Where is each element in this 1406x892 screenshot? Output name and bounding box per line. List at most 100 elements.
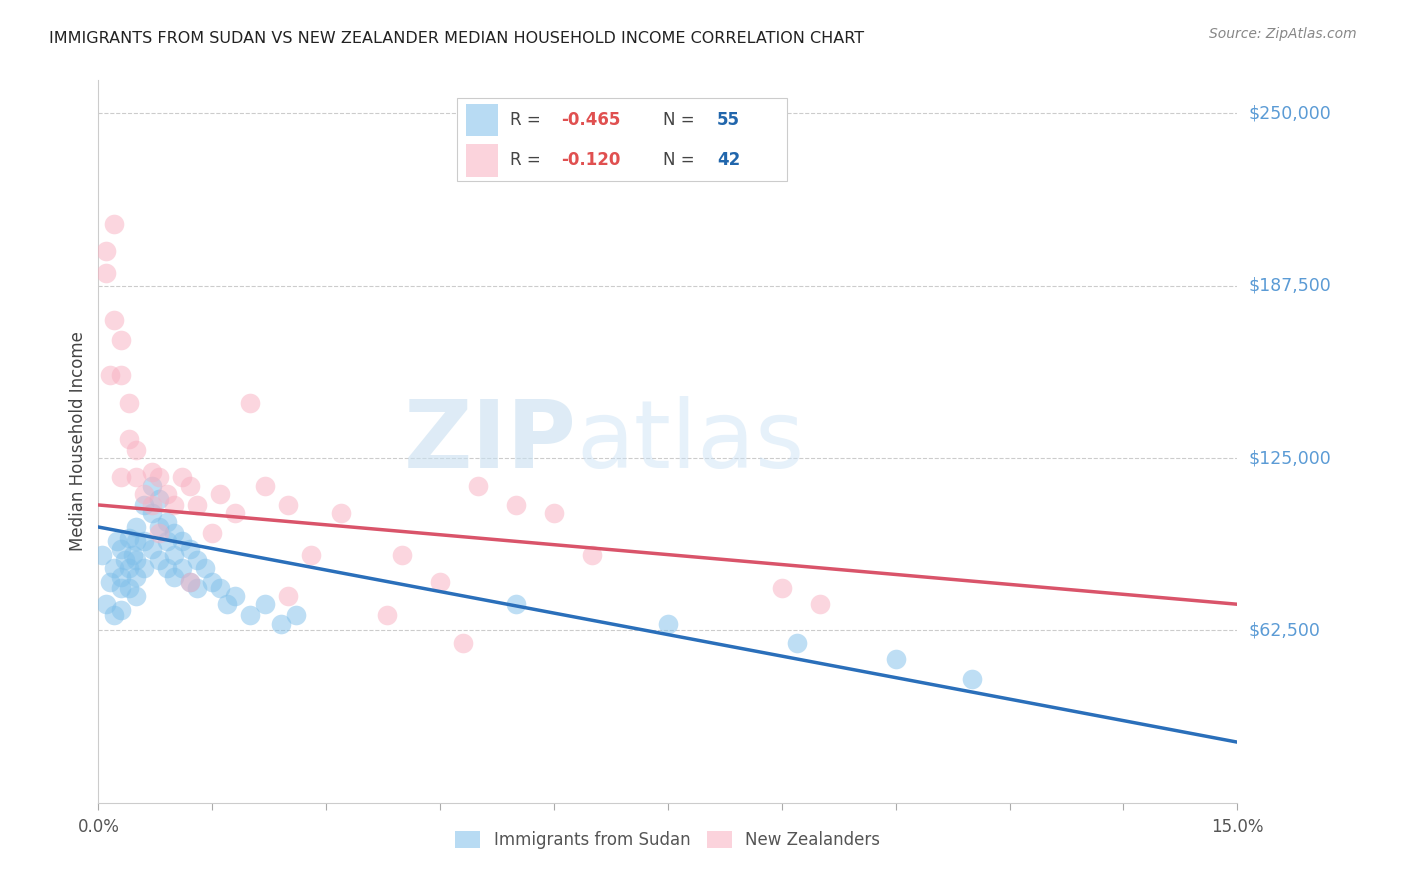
Point [505, 498, 527, 512]
Point [94, 266, 117, 280]
Point [156, 487, 179, 501]
Point [224, 589, 246, 603]
Point [103, 561, 125, 575]
Point [201, 525, 224, 540]
Point [141, 478, 163, 492]
Point [125, 589, 148, 603]
Point [505, 597, 527, 611]
Point [110, 333, 132, 347]
Text: $250,000: $250,000 [1249, 104, 1331, 122]
Text: -0.465: -0.465 [561, 111, 620, 129]
Point [451, 636, 474, 650]
Point [125, 520, 148, 534]
Point [132, 561, 155, 575]
Point [163, 498, 186, 512]
Text: N =: N = [664, 152, 700, 169]
Point [254, 478, 277, 492]
Point [110, 368, 132, 383]
Point [103, 313, 125, 327]
Point [141, 498, 163, 512]
Text: -0.120: -0.120 [561, 152, 620, 169]
Point [467, 478, 489, 492]
Point [118, 432, 141, 446]
Point [581, 548, 603, 562]
Text: atlas: atlas [576, 395, 806, 488]
Text: N =: N = [664, 111, 700, 129]
Point [170, 561, 193, 575]
Point [114, 553, 136, 567]
Point [125, 569, 148, 583]
Point [148, 470, 170, 484]
Point [179, 575, 201, 590]
Point [186, 498, 208, 512]
Point [163, 525, 186, 540]
Text: $62,500: $62,500 [1249, 622, 1320, 640]
Point [270, 616, 292, 631]
Point [98, 368, 121, 383]
Text: 42: 42 [717, 152, 740, 169]
Point [163, 548, 186, 562]
Point [110, 470, 132, 484]
Text: $187,500: $187,500 [1249, 277, 1331, 294]
Point [239, 608, 262, 623]
Point [110, 569, 132, 583]
Point [786, 636, 808, 650]
Point [179, 542, 201, 557]
Point [284, 608, 307, 623]
Point [148, 553, 170, 567]
Point [148, 492, 170, 507]
Point [884, 652, 907, 666]
FancyBboxPatch shape [457, 98, 787, 181]
Point [132, 498, 155, 512]
Point [118, 396, 141, 410]
Point [201, 575, 224, 590]
Point [141, 465, 163, 479]
Point [375, 608, 398, 623]
Point [217, 597, 239, 611]
Point [148, 525, 170, 540]
Point [208, 487, 231, 501]
Legend: Immigrants from Sudan, New Zealanders: Immigrants from Sudan, New Zealanders [449, 824, 887, 856]
Point [224, 506, 246, 520]
Point [179, 478, 201, 492]
Point [657, 616, 679, 631]
Point [125, 470, 148, 484]
FancyBboxPatch shape [467, 145, 498, 177]
Point [94, 597, 117, 611]
Point [163, 569, 186, 583]
Point [132, 533, 155, 548]
Point [121, 548, 143, 562]
Point [770, 581, 793, 595]
Point [141, 506, 163, 520]
Point [156, 515, 179, 529]
Point [391, 548, 413, 562]
Text: Source: ZipAtlas.com: Source: ZipAtlas.com [1209, 27, 1357, 41]
Point [277, 589, 299, 603]
Y-axis label: Median Household Income: Median Household Income [69, 332, 87, 551]
Point [110, 581, 132, 595]
Text: ZIP: ZIP [404, 395, 576, 488]
FancyBboxPatch shape [467, 103, 498, 136]
Point [98, 575, 121, 590]
Point [186, 581, 208, 595]
Point [148, 520, 170, 534]
Point [254, 597, 277, 611]
Point [239, 396, 262, 410]
Point [194, 561, 217, 575]
Point [170, 533, 193, 548]
Point [110, 603, 132, 617]
Text: 55: 55 [717, 111, 740, 129]
Point [132, 487, 155, 501]
Text: IMMIGRANTS FROM SUDAN VS NEW ZEALANDER MEDIAN HOUSEHOLD INCOME CORRELATION CHART: IMMIGRANTS FROM SUDAN VS NEW ZEALANDER M… [49, 31, 865, 46]
Point [156, 533, 179, 548]
Point [118, 581, 141, 595]
Text: R =: R = [509, 152, 546, 169]
Point [103, 217, 125, 231]
Point [110, 542, 132, 557]
Point [118, 531, 141, 545]
Point [103, 608, 125, 623]
Point [277, 498, 299, 512]
Point [179, 575, 201, 590]
Point [125, 442, 148, 457]
Point [125, 533, 148, 548]
